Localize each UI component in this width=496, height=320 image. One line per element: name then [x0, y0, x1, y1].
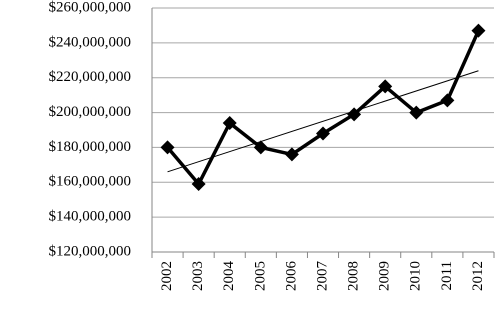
x-tick-label: 2003 [190, 261, 206, 291]
x-tick-label: 2011 [439, 261, 455, 290]
y-tick-label: $180,000,000 [49, 139, 132, 155]
series-line [166, 29, 481, 186]
x-tick-label: 2008 [346, 261, 362, 291]
y-tick-label: $160,000,000 [49, 174, 132, 190]
data-point [471, 23, 486, 38]
data-point [284, 147, 299, 162]
data-point [378, 79, 393, 94]
y-tick-label: $260,000,000 [49, 0, 132, 15]
y-tick-label: $220,000,000 [49, 69, 132, 85]
data-point [160, 140, 175, 155]
data-point [409, 105, 424, 120]
data-point [347, 107, 362, 122]
trendline [167, 70, 479, 173]
x-tick-label: 2012 [470, 261, 486, 291]
x-tick-label: 2006 [283, 261, 299, 292]
x-tick-label: 2004 [221, 261, 237, 292]
x-tick-label: 2010 [408, 261, 424, 291]
data-point [316, 126, 330, 141]
y-tick-label: $240,000,000 [49, 34, 132, 50]
y-tick-label: $120,000,000 [49, 243, 132, 259]
y-tick-label: $140,000,000 [49, 209, 132, 225]
x-tick-label: 2002 [159, 261, 175, 291]
data-point [222, 116, 237, 131]
data-point [253, 140, 268, 155]
data-point [191, 177, 206, 192]
x-tick-label: 2009 [377, 261, 393, 291]
x-tick-label: 2007 [314, 261, 330, 292]
y-tick-label: $200,000,000 [49, 104, 132, 120]
data-point [440, 93, 455, 108]
x-tick-label: 2005 [252, 261, 268, 291]
